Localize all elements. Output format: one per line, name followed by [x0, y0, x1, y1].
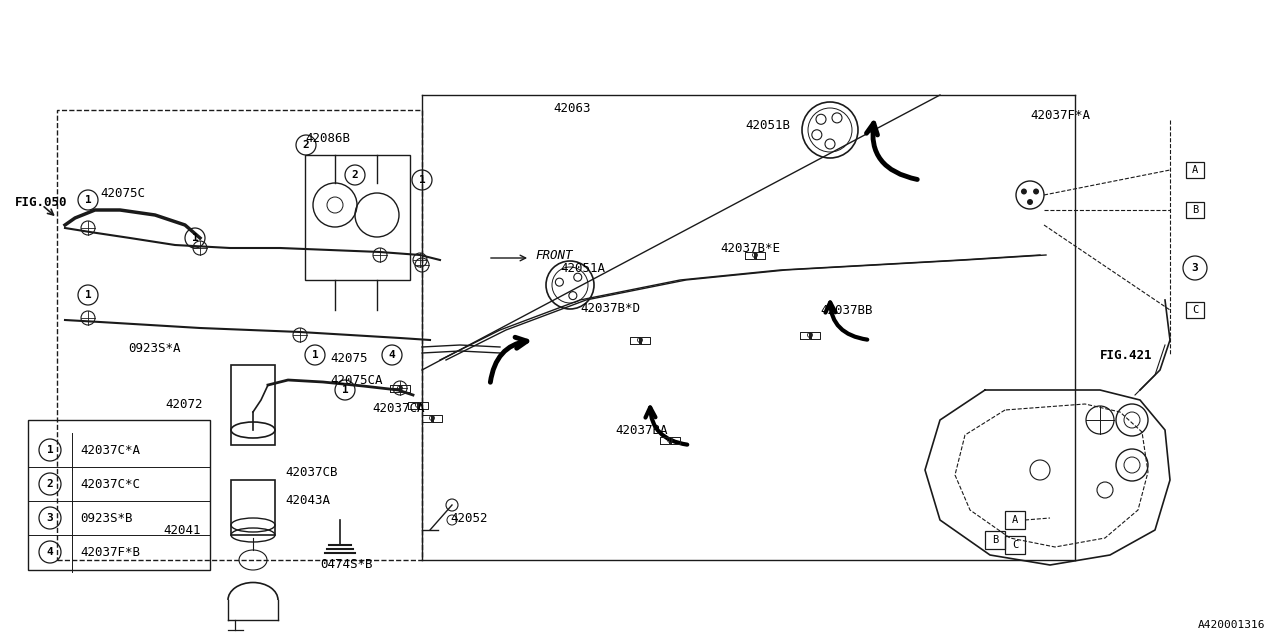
- Text: 42037F*B: 42037F*B: [81, 545, 140, 559]
- Text: 42037C*A: 42037C*A: [81, 444, 140, 456]
- Text: 2: 2: [46, 479, 54, 489]
- Bar: [1187, 202, 1204, 218]
- Text: 42037C*C: 42037C*C: [81, 477, 140, 490]
- Text: 42037B*E: 42037B*E: [721, 241, 780, 255]
- Text: 42072: 42072: [165, 399, 202, 412]
- Circle shape: [1033, 189, 1039, 195]
- Text: 42075: 42075: [330, 351, 367, 365]
- Text: FIG.050: FIG.050: [15, 195, 68, 209]
- Text: B: B: [1192, 205, 1198, 215]
- Text: 3: 3: [46, 513, 54, 523]
- Circle shape: [1027, 199, 1033, 205]
- Text: 1: 1: [46, 445, 54, 455]
- Text: A: A: [1012, 515, 1018, 525]
- Text: 42051B: 42051B: [745, 118, 790, 131]
- Text: 42051A: 42051A: [561, 262, 605, 275]
- Text: 1: 1: [342, 385, 348, 395]
- Text: 2: 2: [302, 140, 310, 150]
- Text: 0923S*A: 0923S*A: [128, 342, 180, 355]
- Text: 4: 4: [389, 350, 396, 360]
- Text: A: A: [1192, 165, 1198, 175]
- Text: FRONT: FRONT: [535, 248, 572, 262]
- Bar: [986, 531, 1005, 549]
- Bar: [230, 365, 275, 445]
- Bar: [58, 110, 422, 560]
- Text: B: B: [992, 535, 998, 545]
- Text: 42063: 42063: [553, 102, 590, 115]
- Text: 42075C: 42075C: [100, 186, 145, 200]
- Text: 42075CA: 42075CA: [330, 374, 383, 387]
- Bar: [1005, 511, 1025, 529]
- Bar: [1187, 162, 1204, 178]
- Text: 1: 1: [192, 233, 198, 243]
- Text: 42041: 42041: [163, 524, 201, 536]
- Text: 42037F*A: 42037F*A: [1030, 109, 1091, 122]
- Text: 42037BB: 42037BB: [820, 303, 873, 317]
- Text: 42086B: 42086B: [305, 131, 349, 145]
- Bar: [305, 155, 410, 280]
- Bar: [28, 420, 210, 570]
- Text: FIG.421: FIG.421: [1100, 349, 1152, 362]
- Text: 0923S*B: 0923S*B: [81, 511, 133, 525]
- Text: 1: 1: [84, 195, 91, 205]
- Text: 42037CB: 42037CB: [285, 465, 338, 479]
- Text: 42037CA: 42037CA: [372, 401, 425, 415]
- Bar: [1005, 536, 1025, 554]
- Text: 0474S*B: 0474S*B: [320, 559, 372, 572]
- Text: 1: 1: [419, 175, 425, 185]
- Text: 42052: 42052: [451, 511, 488, 525]
- Text: 42037BA: 42037BA: [614, 424, 667, 436]
- Bar: [230, 480, 275, 535]
- Bar: [1187, 302, 1204, 318]
- Text: 3: 3: [1192, 263, 1198, 273]
- Text: 4: 4: [46, 547, 54, 557]
- Text: A420001316: A420001316: [1198, 620, 1265, 630]
- Text: 2: 2: [352, 170, 358, 180]
- Text: 1: 1: [84, 290, 91, 300]
- Text: C: C: [1192, 305, 1198, 315]
- Circle shape: [1021, 189, 1027, 195]
- Text: 42043A: 42043A: [285, 493, 330, 506]
- Text: C: C: [1012, 540, 1018, 550]
- Text: 42037B*D: 42037B*D: [580, 301, 640, 314]
- Text: 1: 1: [311, 350, 319, 360]
